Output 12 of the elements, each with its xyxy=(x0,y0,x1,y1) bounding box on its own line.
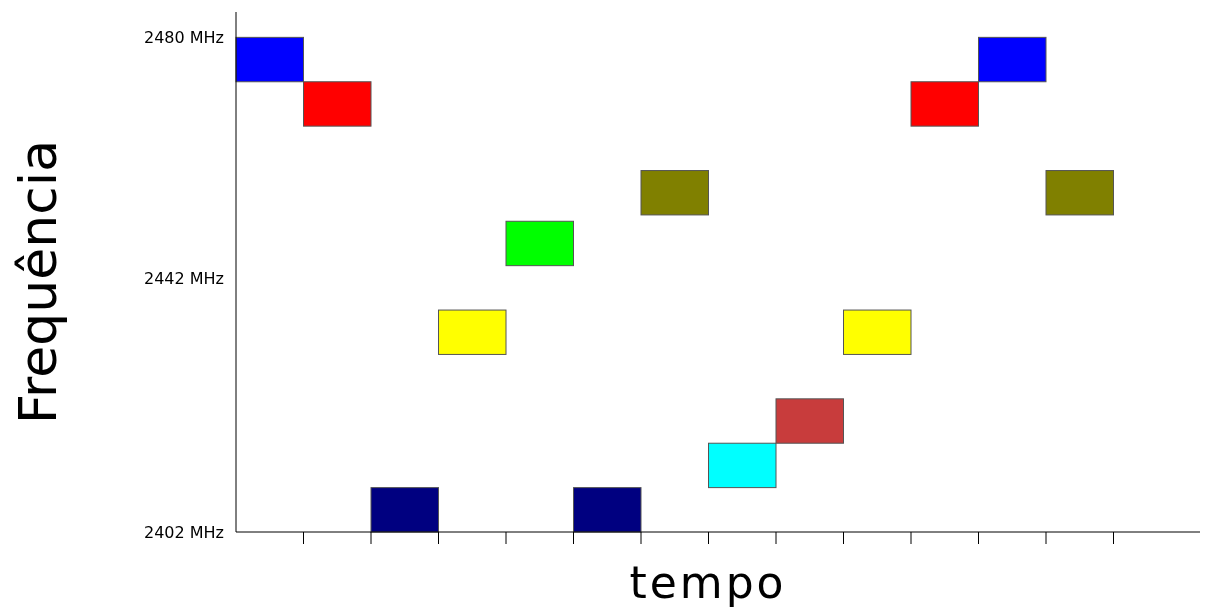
bar xyxy=(1045,170,1114,216)
x-axis-title: tempo xyxy=(629,557,787,608)
bar xyxy=(505,220,574,267)
bar xyxy=(438,309,507,355)
y-axis-title: Frequência xyxy=(8,139,68,425)
bar xyxy=(370,487,439,533)
bar xyxy=(843,309,912,355)
y-tick-label: 2480 MHz xyxy=(143,27,224,47)
y-tick-label: 2402 MHz xyxy=(143,522,224,542)
bar xyxy=(640,170,709,216)
y-tick-label: 2442 MHz xyxy=(143,268,224,288)
bar xyxy=(573,487,642,533)
